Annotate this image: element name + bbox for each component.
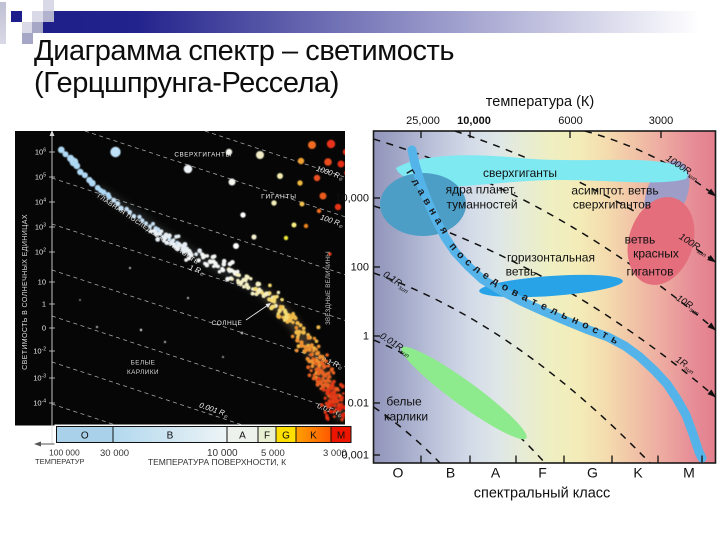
svg-text:0.01: 0.01 [348, 398, 369, 410]
svg-text:K: K [633, 465, 643, 481]
svg-text:3000: 3000 [649, 115, 673, 127]
svg-text:10 000: 10 000 [207, 448, 238, 459]
svg-text:асимптот. ветвь: асимптот. ветвь [571, 184, 658, 198]
svg-text:ветвь: ветвь [625, 233, 656, 247]
svg-text:A: A [491, 465, 501, 481]
svg-text:10-3: 10-3 [33, 374, 46, 383]
svg-text:0,001: 0,001 [341, 450, 369, 462]
svg-text:10: 10 [38, 278, 46, 287]
svg-text:сверхгиганты: сверхгиганты [483, 166, 557, 180]
svg-text:белые: белые [386, 395, 422, 409]
svg-text:O: O [393, 465, 404, 481]
svg-text:ТЕМПЕРАТУР: ТЕМПЕРАТУР [35, 457, 85, 466]
svg-text:ГИГАНТЫ: ГИГАНТЫ [261, 194, 297, 201]
svg-text:104: 104 [35, 198, 46, 207]
svg-text:СВЕТИМОСТЬ В СОЛНЕЧНЫХ ЕДИНИЦА: СВЕТИМОСТЬ В СОЛНЕЧНЫХ ЕДИНИЦАХ [22, 214, 29, 370]
svg-text:горизонтальная: горизонтальная [507, 251, 595, 265]
svg-text:O: O [81, 431, 89, 442]
svg-text:ТЕМПЕРАТУРА ПОВЕРХНОСТИ, К: ТЕМПЕРАТУРА ПОВЕРХНОСТИ, К [148, 457, 286, 467]
svg-text:B: B [446, 465, 455, 481]
svg-text:100 000: 100 000 [49, 448, 80, 458]
svg-text:5 000: 5 000 [261, 448, 285, 459]
svg-text:B: B [167, 431, 174, 442]
svg-text:M: M [683, 465, 695, 481]
svg-text:30 000: 30 000 [100, 448, 129, 459]
svg-text:ветвь: ветвь [506, 265, 537, 279]
svg-text:106: 106 [35, 148, 46, 157]
svg-text:БЕЛЫЕ: БЕЛЫЕ [131, 360, 156, 367]
svg-text:K: K [310, 431, 317, 442]
svg-text:A: A [239, 431, 246, 442]
svg-text:100: 100 [351, 262, 369, 274]
svg-text:спектральный класс: спектральный класс [474, 486, 611, 502]
svg-text:КАРЛИКИ: КАРЛИКИ [127, 369, 159, 376]
svg-text:10-2: 10-2 [33, 347, 46, 356]
svg-text:M: M [337, 431, 345, 442]
svg-text:СВЕРХГИГАНТЫ: СВЕРХГИГАНТЫ [174, 152, 231, 159]
svg-text:102: 102 [35, 248, 46, 257]
svg-text:температура (К): температура (К) [486, 94, 594, 110]
svg-text:гигантов: гигантов [627, 265, 674, 279]
svg-text:карлики: карлики [384, 410, 428, 424]
svg-text:F: F [538, 465, 547, 481]
svg-text:туманностей: туманностей [446, 198, 517, 212]
svg-text:105: 105 [35, 173, 46, 182]
svg-text:СОЛНЦЕ: СОЛНЦЕ [212, 320, 243, 327]
svg-text:1: 1 [363, 331, 369, 343]
svg-text:F: F [264, 431, 270, 442]
svg-text:сверхгигантов: сверхгигантов [573, 198, 651, 212]
svg-text:1: 1 [42, 300, 46, 309]
svg-text:25,000: 25,000 [406, 115, 440, 127]
svg-text:ядра планет.: ядра планет. [446, 183, 517, 197]
svg-text:10,000: 10,000 [457, 115, 491, 127]
svg-text:ЗВЕЗДНЫЕ ВЕЛИЧИНЫ: ЗВЕЗДНЫЕ ВЕЛИЧИНЫ [326, 251, 332, 325]
svg-text:10-4: 10-4 [33, 399, 46, 408]
svg-text:0: 0 [42, 324, 46, 333]
svg-text:G: G [587, 465, 598, 481]
svg-text:103: 103 [35, 223, 46, 232]
svg-text:3 000: 3 000 [323, 448, 347, 459]
svg-text:красных: красных [633, 247, 679, 261]
svg-text:6000: 6000 [558, 115, 582, 127]
svg-text:10,000: 10,000 [335, 193, 369, 205]
svg-text:G: G [282, 431, 290, 442]
